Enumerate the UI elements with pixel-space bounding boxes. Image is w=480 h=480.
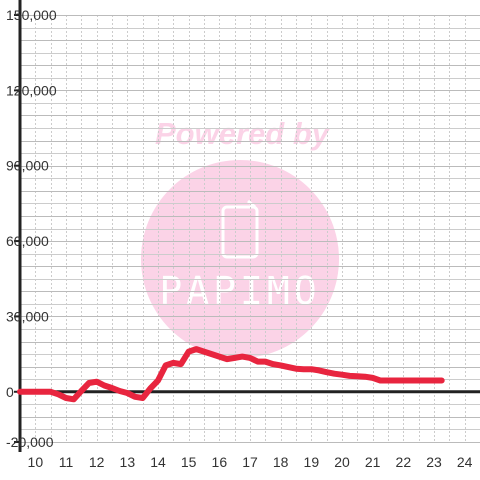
series-line-1 <box>17 346 445 403</box>
x-tick-label: 17 <box>242 454 258 470</box>
watermark-powered-by-text: Powered by <box>155 116 331 151</box>
axes <box>14 0 480 452</box>
series-group <box>17 346 445 403</box>
y-tick-label: -20,000 <box>6 434 54 450</box>
x-tick-label: 24 <box>457 454 473 470</box>
x-tick-label: 19 <box>304 454 320 470</box>
x-tick-label: 23 <box>426 454 442 470</box>
x-tick-label: 22 <box>396 454 412 470</box>
x-tick-label: 15 <box>181 454 197 470</box>
y-tick-label: 30,000 <box>6 308 49 324</box>
x-tick-label: 18 <box>273 454 289 470</box>
x-tick-label: 21 <box>365 454 381 470</box>
x-tick-labels: 10 11 12 13 14 15 16 17 18 19 20 21 22 23 24 <box>28 454 473 470</box>
y-tick-label: 60,000 <box>6 233 49 249</box>
y-tick-label: 120,000 <box>6 82 57 98</box>
x-tick-label: 20 <box>334 454 350 470</box>
y-tick-label: 150,000 <box>6 7 57 23</box>
papimo-watermark: Powered by PAPIMO <box>141 116 339 358</box>
x-tick-label: 14 <box>150 454 166 470</box>
x-tick-label: 16 <box>212 454 228 470</box>
x-tick-label: 12 <box>89 454 105 470</box>
x-tick-label: 11 <box>59 454 74 470</box>
y-tick-label: 0 <box>6 384 14 400</box>
x-tick-label: 10 <box>28 454 44 470</box>
watermark-circle <box>141 160 339 358</box>
y-tick-labels: -20,000 0 30,000 60,000 90,000 120,000 150,000 <box>6 7 57 450</box>
grid-lines <box>20 15 480 443</box>
x-tick-label: 13 <box>120 454 136 470</box>
y-tick-label: 90,000 <box>6 158 49 174</box>
